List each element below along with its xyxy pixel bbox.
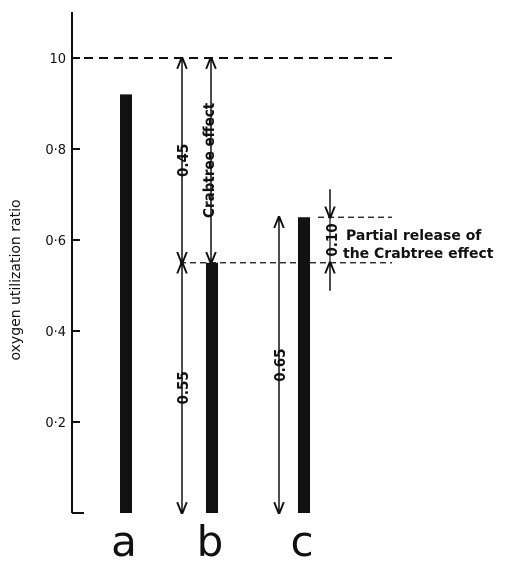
bar-c [298,217,310,513]
bar-b [206,262,218,513]
category-labels: a b c [111,517,313,563]
annotations: 0.45 0.55 Crabtree effect 0.65 0.10 Partial r… [174,58,494,513]
partial-release-line2: the Crabtree effect [343,246,494,262]
y-tick-label: 10 [49,52,66,67]
y-ticks: 0·2 0·4 0·6 0·8 10 [45,52,80,431]
category-label: b [197,517,224,563]
dimension-b-upper-label: 0.45 [174,144,192,177]
y-tick-label: 0·8 [45,143,66,158]
dimension-b-lower-label: 0.55 [174,371,192,404]
crabtree-effect-label: Crabtree effect [200,102,218,218]
partial-release-line1: Partial release of [346,228,482,244]
dimension-c-lower-label: 0.65 [271,348,289,381]
dimension-c-gap-label: 0.10 [323,223,341,256]
y-tick-label: 0·2 [45,416,66,431]
bar-a [120,94,132,514]
y-axis-title: oxygen utilization ratio [8,199,24,360]
category-label: a [111,517,137,563]
y-tick-label: 0·6 [45,234,66,249]
category-label: c [290,517,313,563]
y-tick-label: 0·4 [45,325,66,340]
bars [120,94,310,514]
